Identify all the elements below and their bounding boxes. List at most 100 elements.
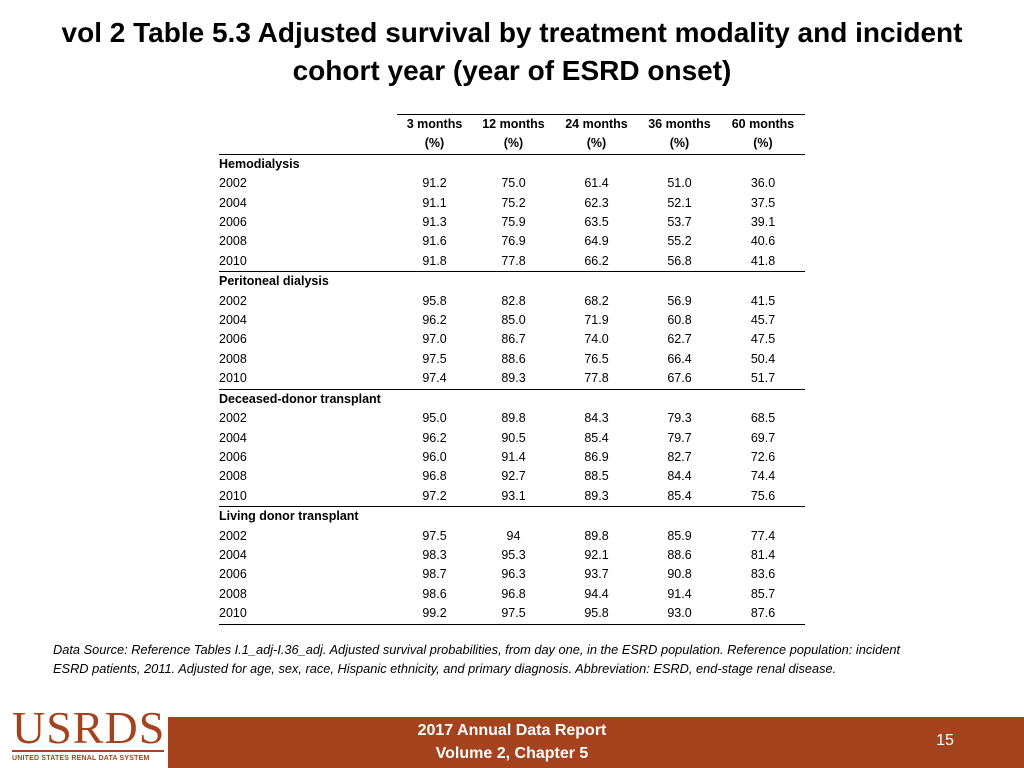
survival-value: 91.4 bbox=[667, 586, 692, 601]
survival-value: 90.5 bbox=[501, 430, 526, 445]
empty-cell bbox=[555, 154, 638, 174]
column-unit-3-months: (%) bbox=[397, 134, 472, 155]
empty-cell bbox=[721, 507, 805, 527]
survival-value: 63.5 bbox=[584, 215, 609, 230]
empty-cell bbox=[472, 272, 555, 292]
table-row: 2008 96.8 92.7 88.5 84.4 74.4 bbox=[219, 467, 805, 486]
cohort-year: 2008 bbox=[219, 469, 247, 484]
empty-cell bbox=[397, 389, 472, 409]
data-source-footnote: Data Source: Reference Tables I.1_adj-I.… bbox=[53, 642, 900, 676]
group-row: Hemodialysis bbox=[219, 154, 805, 174]
survival-value: 76.5 bbox=[584, 351, 609, 366]
column-header-row: 3 months 12 months 24 months 36 months 6… bbox=[219, 114, 805, 135]
survival-value: 68.2 bbox=[584, 293, 609, 308]
survival-value: 74.4 bbox=[750, 469, 776, 484]
survival-value: 97.5 bbox=[422, 351, 447, 366]
survival-value: 81.4 bbox=[750, 547, 776, 562]
cohort-year: 2004 bbox=[219, 195, 247, 210]
survival-value: 82.7 bbox=[667, 449, 692, 464]
group-label: Living donor transplant bbox=[219, 509, 359, 524]
cohort-year: 2004 bbox=[219, 313, 247, 328]
empty-cell bbox=[397, 272, 472, 292]
table-row: 2002 97.5 94 89.8 85.9 77.4 bbox=[219, 527, 805, 546]
survival-value: 97.2 bbox=[397, 486, 472, 508]
survival-value: 74.0 bbox=[584, 332, 609, 347]
survival-value: 98.3 bbox=[422, 547, 447, 562]
survival-value: 77.8 bbox=[555, 369, 638, 390]
survival-value: 95.8 bbox=[555, 604, 638, 625]
page-title: vol 2 Table 5.3 Adjusted survival by tre… bbox=[61, 17, 963, 86]
table-row: 2004 96.2 90.5 85.4 79.7 69.7 bbox=[219, 429, 805, 448]
survival-value: 89.8 bbox=[584, 528, 609, 543]
cohort-year: 2008 bbox=[219, 351, 247, 366]
table-row: 2010 97.4 89.3 77.8 67.6 51.7 bbox=[219, 369, 805, 390]
table-row: 2004 96.2 85.0 71.9 60.8 45.7 bbox=[219, 311, 805, 330]
survival-value: 60.8 bbox=[667, 313, 692, 328]
table-row: 2008 98.6 96.8 94.4 91.4 85.7 bbox=[219, 585, 805, 604]
survival-value: 51.7 bbox=[721, 369, 805, 390]
cohort-year: 2004 bbox=[219, 547, 247, 562]
column-header-3-months: 3 months bbox=[397, 114, 472, 135]
survival-value: 88.6 bbox=[501, 351, 526, 366]
table-row: 2006 91.3 75.9 63.5 53.7 39.1 bbox=[219, 213, 805, 232]
cohort-year: 2002 bbox=[219, 293, 247, 308]
empty-cell bbox=[472, 507, 555, 527]
group-row: Living donor transplant bbox=[219, 507, 805, 527]
survival-value: 96.2 bbox=[422, 313, 447, 328]
survival-value: 79.3 bbox=[667, 411, 692, 426]
survival-value: 61.4 bbox=[584, 176, 609, 191]
survival-value: 51.0 bbox=[667, 176, 692, 191]
survival-value: 50.4 bbox=[750, 351, 776, 366]
table-row: 2004 91.1 75.2 62.3 52.1 37.5 bbox=[219, 194, 805, 213]
survival-value: 37.5 bbox=[750, 195, 776, 210]
table-row: 2006 96.0 91.4 86.9 82.7 72.6 bbox=[219, 448, 805, 467]
survival-value: 97.4 bbox=[397, 369, 472, 390]
column-header-12-months: 12 months bbox=[472, 114, 555, 135]
cohort-year: 2008 bbox=[219, 234, 247, 249]
table-row: 2008 91.6 76.9 64.9 55.2 40.6 bbox=[219, 232, 805, 251]
survival-value: 99.2 bbox=[397, 604, 472, 625]
survival-value: 79.7 bbox=[667, 430, 692, 445]
survival-value: 56.8 bbox=[638, 251, 721, 273]
survival-value: 85.9 bbox=[667, 528, 692, 543]
survival-value: 75.0 bbox=[501, 176, 526, 191]
cohort-year: 2010 bbox=[219, 604, 397, 625]
empty-cell bbox=[638, 272, 721, 292]
empty-cell bbox=[638, 154, 721, 174]
table-row: 2010 97.2 93.1 89.3 85.4 75.6 bbox=[219, 486, 805, 508]
survival-value: 95.0 bbox=[422, 411, 447, 426]
survival-value: 88.6 bbox=[667, 547, 692, 562]
group-label: Deceased-donor transplant bbox=[219, 391, 381, 406]
survival-value: 52.1 bbox=[667, 195, 692, 210]
table-row: 2002 95.8 82.8 68.2 56.9 41.5 bbox=[219, 292, 805, 311]
group-label: Hemodialysis bbox=[219, 156, 300, 171]
survival-value: 36.0 bbox=[750, 176, 776, 191]
survival-value: 64.9 bbox=[584, 234, 609, 249]
survival-value: 90.8 bbox=[667, 567, 692, 582]
empty-cell bbox=[397, 507, 472, 527]
empty-cell bbox=[638, 389, 721, 409]
survival-value: 47.5 bbox=[750, 332, 776, 347]
footer-bar: USRDS UNITED STATES RENAL DATA SYSTEM 20… bbox=[0, 705, 1024, 768]
empty-cell bbox=[397, 154, 472, 174]
survival-value: 87.6 bbox=[721, 604, 805, 625]
survival-value: 95.3 bbox=[501, 547, 526, 562]
table-row: 2002 91.2 75.0 61.4 51.0 36.0 bbox=[219, 174, 805, 193]
cohort-year: 2006 bbox=[219, 215, 247, 230]
survival-value: 86.7 bbox=[501, 332, 526, 347]
survival-value: 40.6 bbox=[750, 234, 776, 249]
survival-value: 41.5 bbox=[750, 293, 776, 308]
survival-value: 96.8 bbox=[422, 469, 447, 484]
survival-value: 92.1 bbox=[584, 547, 609, 562]
empty-cell bbox=[472, 154, 555, 174]
table-row: 2008 97.5 88.6 76.5 66.4 50.4 bbox=[219, 350, 805, 369]
survival-value: 71.9 bbox=[584, 313, 609, 328]
logo-wordmark: USRDS bbox=[12, 702, 166, 753]
survival-value: 93.0 bbox=[638, 604, 721, 625]
empty-cell bbox=[721, 154, 805, 174]
group-label: Peritoneal dialysis bbox=[219, 274, 329, 289]
survival-value: 89.3 bbox=[555, 486, 638, 508]
column-header-36-months: 36 months bbox=[638, 114, 721, 135]
empty-cell bbox=[555, 272, 638, 292]
survival-value: 96.3 bbox=[501, 567, 526, 582]
